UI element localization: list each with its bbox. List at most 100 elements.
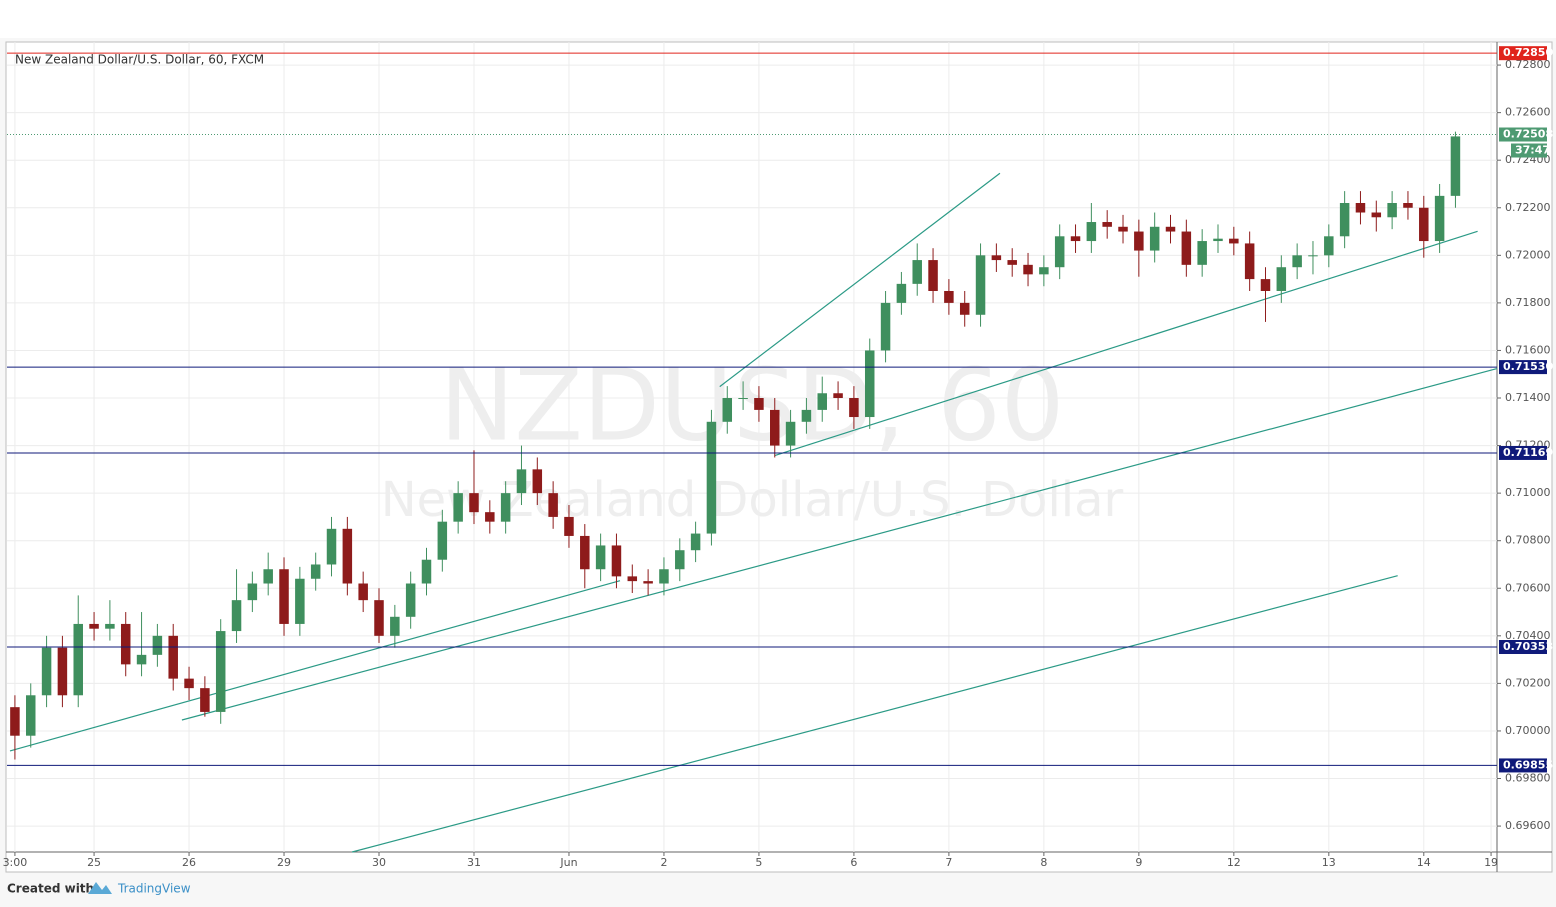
candle-body <box>485 512 495 522</box>
x-tick-label: 8 <box>1040 856 1047 869</box>
candle-body <box>1118 226 1128 232</box>
candle-body <box>453 493 463 522</box>
last-price-label: 0.72508 <box>1503 128 1553 141</box>
x-tick-label: 3:00 <box>3 856 28 869</box>
candle-body <box>959 302 970 315</box>
level-tag-label: 0.69855 <box>1503 758 1553 771</box>
candle-body <box>1165 226 1176 232</box>
x-tick-label: 31 <box>467 856 481 869</box>
candle-body <box>1102 222 1112 227</box>
level-tag <box>1499 360 1547 375</box>
candle-body <box>1054 236 1065 268</box>
candle-body <box>643 581 653 584</box>
candle-body <box>152 635 163 655</box>
candle-body <box>295 578 305 624</box>
y-tick-label: 0.72800 <box>1505 58 1551 71</box>
brand-logo <box>88 882 112 894</box>
x-tick-label: 26 <box>182 856 196 869</box>
candle-body <box>912 260 922 284</box>
candle-body <box>25 695 36 736</box>
candle-body <box>73 623 83 696</box>
candle-body <box>1308 255 1318 257</box>
candle-body <box>785 421 796 446</box>
x-tick-label: 12 <box>1227 856 1241 869</box>
candle-body <box>1023 264 1033 275</box>
candle-body <box>168 635 178 679</box>
countdown: 37:47 <box>1515 144 1550 157</box>
candle-body <box>928 260 938 291</box>
candle-body <box>1339 203 1350 237</box>
y-tick-label: 0.70600 <box>1505 581 1551 594</box>
candle-body <box>231 600 242 632</box>
candle-body <box>690 533 701 551</box>
candle-body <box>1371 212 1382 218</box>
candle-body <box>1276 267 1287 291</box>
x-tick-label: 30 <box>372 856 386 869</box>
candle-body <box>342 528 353 584</box>
candle-body <box>770 409 780 446</box>
chart-title: New Zealand Dollar/U.S. Dollar, 60, FXCM <box>15 53 264 67</box>
candle-body <box>722 398 733 422</box>
candle-body <box>215 631 226 712</box>
level-tag-label: 0.71530 <box>1503 360 1553 373</box>
candle-body <box>184 678 194 689</box>
candle-body <box>738 398 748 400</box>
candle-body <box>611 545 622 577</box>
candle-body <box>10 707 20 736</box>
candle-body <box>896 283 907 303</box>
candle-body <box>817 393 827 410</box>
candle-body <box>1134 231 1144 251</box>
candle-body <box>1450 136 1461 196</box>
candle-body <box>405 583 416 617</box>
footer-text: Created with <box>7 882 94 896</box>
candle-body <box>57 647 68 696</box>
candle-body <box>801 409 812 422</box>
candle-body <box>627 576 638 582</box>
y-tick-label: 0.71800 <box>1505 296 1551 309</box>
x-tick-label: 5 <box>755 856 762 869</box>
candle-body <box>1387 203 1397 218</box>
candle-body <box>358 583 368 601</box>
x-tick-label: Jun <box>559 856 577 869</box>
candle-body <box>1260 279 1271 291</box>
x-tick-label: 29 <box>277 856 291 869</box>
candle-body <box>706 421 717 534</box>
level-tag-label: 0.70353 <box>1503 640 1553 653</box>
candle-body <box>500 493 511 522</box>
candle-body <box>136 654 147 665</box>
candle-body <box>326 528 337 565</box>
candle-body <box>105 623 115 629</box>
candle-body <box>1086 222 1097 242</box>
candle-body <box>1007 260 1017 265</box>
chart-panel <box>5 41 1553 873</box>
candle-body <box>580 535 590 570</box>
level-tag <box>1499 758 1547 773</box>
level-tag <box>1499 640 1547 655</box>
watermark: NZDUSD, 60 <box>440 346 1065 463</box>
candle-body <box>975 255 986 315</box>
candle-body <box>390 616 400 636</box>
candle-body <box>1229 238 1239 244</box>
candle-body <box>310 564 321 579</box>
last-price-tag <box>1499 127 1547 142</box>
candle-body <box>1292 255 1302 268</box>
candle-body <box>1039 267 1049 275</box>
brand: TradingView <box>117 882 191 896</box>
candle-body <box>1149 226 1160 251</box>
candle-body <box>469 493 479 513</box>
x-tick-label: 13 <box>1322 856 1336 869</box>
candle-body <box>516 469 527 494</box>
candle-body <box>1070 236 1081 242</box>
candle-body <box>247 583 258 601</box>
y-tick-label: 0.70800 <box>1505 534 1551 547</box>
top-bar <box>0 0 1556 38</box>
candle-body <box>754 398 764 410</box>
candle-body <box>833 393 843 399</box>
y-tick-label: 0.69600 <box>1505 819 1551 832</box>
candle-body <box>849 398 859 418</box>
trend-line <box>774 230 1478 457</box>
candle-body <box>279 569 289 624</box>
candle-body <box>120 623 131 665</box>
x-tick-label: 6 <box>850 856 857 869</box>
